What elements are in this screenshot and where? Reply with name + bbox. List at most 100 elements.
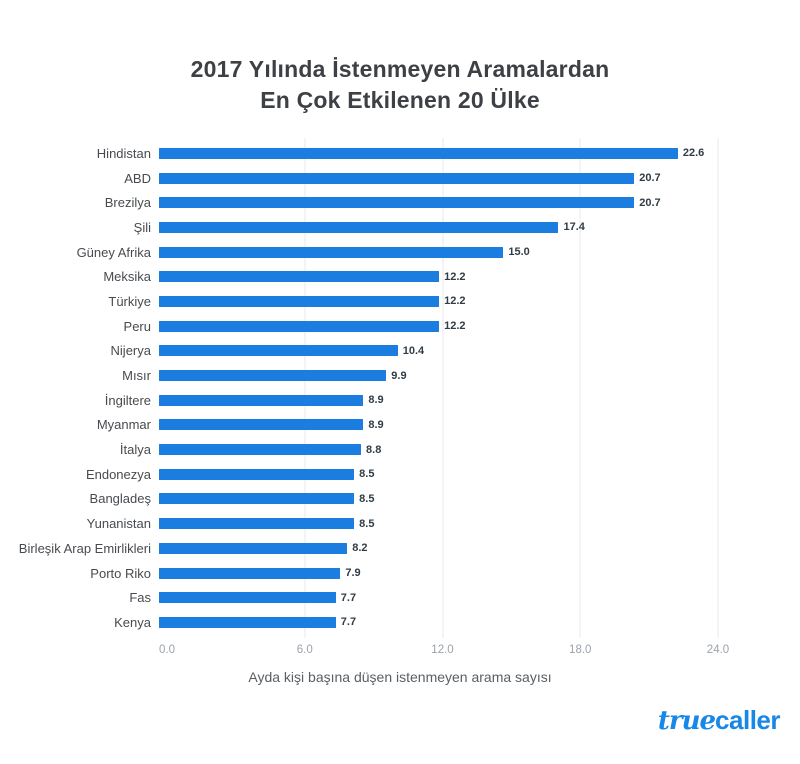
bar-row: Peru 12.2 [8,314,792,339]
value-label: 12.2 [444,320,466,333]
country-label: Şili [133,219,151,235]
value-label: 17.4 [563,221,585,234]
bar-row: Şili 17.4 [8,215,792,240]
country-label: Mısır [122,368,151,384]
bar [159,172,635,184]
country-label: İngiltere [104,392,151,408]
x-tick-12.0: 12.0 [431,644,454,656]
country-label: Nijerya [110,343,151,359]
country-label: Türkiye [108,293,151,309]
x-tick-24.0: 24.0 [706,644,730,656]
bar-track: 17.4 [159,221,710,234]
x-tick-0.0: 0.0 [159,644,175,656]
country-label: Bangladeş [89,491,151,507]
bar [159,271,440,283]
bar [159,221,559,233]
bar-track: 8.2 [159,542,710,555]
country-label: Meksika [103,269,151,285]
x-axis-label: Ayda kişi başına düşen istenmeyen arama … [248,669,552,685]
value-label: 8.2 [352,542,368,555]
value-label: 9.9 [391,369,407,382]
bar [159,394,364,406]
bar [159,592,336,604]
value-label: 7.7 [340,616,357,629]
value-label: 8.5 [359,492,375,505]
country-label: Endonezya [85,466,151,482]
bar [159,320,440,332]
bar [159,295,440,307]
value-label: 22.6 [682,147,705,160]
gridlines [167,138,719,638]
bar-row: Birleşik Arap Emirlikleri 8.2 [8,536,792,561]
bar-track: 20.7 [159,172,710,184]
bar [159,518,355,530]
bar-track: 7.7 [159,616,710,629]
x-tick-6.0: 6.0 [296,644,313,656]
bar-row: Güney Afrika 15.0 [8,240,792,265]
truecaller-logo-caller: caller [715,705,780,735]
bar-track: 12.2 [159,320,710,333]
bar-row: Fas 7.7 [8,585,792,610]
bar [159,567,341,579]
bar-row: Kenya 7.7 [8,610,792,635]
value-label: 8.5 [359,468,375,481]
bar-row: İtalya 8.8 [8,437,792,462]
bar-track: 12.2 [159,270,710,283]
bar-row: ABD 20.7 [8,166,792,191]
x-axis: 0.0 6.0 12.0 18.0 24.0 [159,644,729,660]
chart-title-line2: En Çok Etkilenen 20 Ülke [260,87,540,114]
bar-row: Brezilya 20.7 [8,190,792,215]
bar [159,616,336,628]
bar-track: 7.9 [159,567,710,580]
value-label: 12.2 [444,295,466,308]
bar-track: 20.7 [159,196,710,209]
bar-row: Bangladeş 8.5 [8,487,792,512]
bar-track: 8.9 [159,394,710,406]
truecaller-logo-true: true [657,706,716,736]
gridline-24.0 [717,138,719,638]
bar-track: 15.0 [159,246,710,259]
country-label: Hindistan [96,145,151,161]
value-label: 7.7 [340,591,357,604]
truecaller-logo: truecaller [657,705,781,736]
bar-row: Yunanistan 8.5 [8,511,792,536]
country-label: Fas [129,590,151,606]
bar-track: 8.9 [159,418,710,431]
bar [159,197,635,209]
value-label: 20.7 [639,196,661,209]
bar-row: Mısır 9.9 [8,363,792,388]
bar-row: Türkiye 12.2 [8,289,792,314]
bar-row: Porto Riko 7.9 [8,561,792,586]
bar [159,493,355,505]
chart-title-line1: 2017 Yılında İstenmeyen Aramalardan [190,56,610,82]
bar [159,370,387,382]
bar [159,246,504,258]
bar-track: 8.5 [159,492,710,505]
bar-chart: Hindistan 22.6 ABD 20.7 Brezilya 20.7 Şili 17.4… [8,141,792,635]
country-label: Güney Afrika [76,244,151,260]
country-label: Yunanistan [86,516,151,532]
value-label: 15.0 [508,246,530,259]
bar-track: 9.9 [159,369,710,382]
gridline-6.0 [304,138,306,638]
bar-row: Nijerya 10.4 [8,339,792,364]
gridline-12.0 [442,138,443,638]
bar-row: Meksika 12.2 [8,264,792,289]
country-label: İtalya [119,442,151,458]
country-label: Porto Riko [90,565,151,581]
x-tick-18.0: 18.0 [569,644,592,656]
chart-title: 2017 Yılında İstenmeyen Aramalardan En Ço… [0,54,800,116]
country-label: Brezilya [104,195,151,211]
value-label: 8.5 [359,517,375,530]
value-label: 8.9 [368,418,384,431]
bar [159,542,348,554]
value-label: 10.4 [402,344,425,357]
value-label: 12.2 [444,270,466,283]
bar-track: 7.7 [159,591,710,604]
value-label: 7.9 [345,567,361,580]
bar-track: 12.2 [159,295,710,308]
bar-track: 8.8 [159,444,710,456]
bar [159,419,364,431]
country-label: Birleşik Arap Emirlikleri [18,540,151,556]
